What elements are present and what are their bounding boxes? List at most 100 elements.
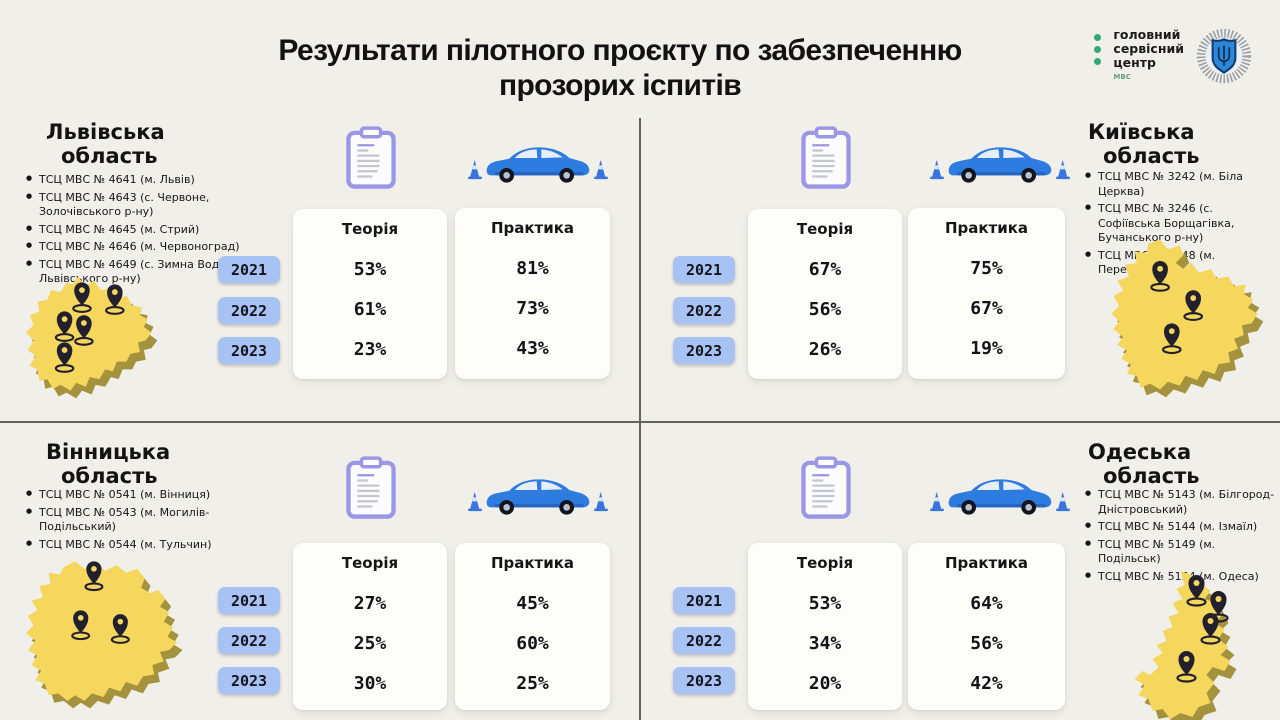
divider-vertical bbox=[639, 118, 641, 720]
value-cell: 27% bbox=[353, 592, 387, 614]
column-header-practice: Практика bbox=[490, 554, 575, 572]
car-with-cones-icon bbox=[930, 147, 1070, 183]
year-badge: 2022 bbox=[218, 297, 280, 324]
region-title: Одеська область bbox=[1088, 440, 1200, 489]
value-cell: 23% bbox=[353, 338, 387, 360]
value-cell: 67% bbox=[808, 258, 842, 280]
value-cell: 56% bbox=[970, 632, 1003, 654]
list-item: ТСЦ МВС № 5143 (м. Білгород-Дністровськи… bbox=[1085, 488, 1275, 517]
theory-card: Теорія 27% 25% 30% bbox=[293, 543, 447, 710]
year-badge: 2021 bbox=[673, 587, 735, 614]
value-cell: 53% bbox=[353, 258, 387, 280]
value-cell: 45% bbox=[516, 592, 549, 614]
logo-text-line3: центр bbox=[1113, 55, 1156, 70]
region-map-lviv bbox=[25, 276, 158, 399]
practice-card: Практика 75% 67% 19% bbox=[908, 208, 1065, 379]
value-cell: 75% bbox=[970, 257, 1003, 279]
column-header-theory: Теорія bbox=[796, 554, 854, 572]
list-item: ТСЦ МВС № 0543 (м. Могилів-Подільський) bbox=[26, 506, 274, 535]
logo-text-line1: головний bbox=[1113, 27, 1181, 42]
region-panel-kyiv: Київська область ТСЦ МВС № 3242 (м. Біла… bbox=[640, 115, 1279, 422]
divider-horizontal bbox=[0, 421, 1280, 423]
police-emblem-icon bbox=[1196, 28, 1252, 84]
theory-card: Теорія 53% 34% 20% bbox=[748, 543, 902, 710]
value-cell: 19% bbox=[970, 337, 1003, 359]
column-header-theory: Теорія bbox=[341, 554, 399, 572]
list-item: ТСЦ МВС № 5149 (м. Подільськ) bbox=[1085, 538, 1275, 567]
region-map-odesa bbox=[1134, 571, 1237, 720]
year-badge: 2022 bbox=[673, 627, 735, 654]
theory-card: Теорія 67% 56% 26% bbox=[748, 209, 902, 379]
practice-card: Практика 45% 60% 25% bbox=[455, 543, 610, 710]
year-badge: 2022 bbox=[218, 627, 280, 654]
value-cell: 73% bbox=[516, 297, 549, 319]
value-cell: 20% bbox=[808, 672, 842, 694]
value-cell: 53% bbox=[808, 592, 842, 614]
traffic-cone-icon bbox=[594, 160, 608, 180]
centers-list: ТСЦ МВС № 5143 (м. Білгород-Дністровськи… bbox=[1085, 488, 1275, 587]
value-cell: 60% bbox=[516, 632, 549, 654]
car-with-cones-icon bbox=[930, 479, 1070, 515]
value-cell: 56% bbox=[808, 298, 842, 320]
year-badge: 2021 bbox=[218, 587, 280, 614]
list-item: ТСЦ МВС № 4643 (с. Червоне, Золочівськог… bbox=[26, 191, 276, 220]
clipboard-icon bbox=[346, 456, 396, 519]
list-item: ТСЦ МВС № 0541 (м. Вінниця) bbox=[26, 488, 274, 503]
centers-list: ТСЦ МВС № 0541 (м. Вінниця) ТСЦ МВС № 05… bbox=[26, 488, 274, 555]
column-header-practice: Практика bbox=[944, 554, 1029, 572]
traffic-cone-icon bbox=[468, 160, 482, 180]
value-cell: 25% bbox=[516, 672, 549, 694]
centers-list: ТСЦ МВС № 4641 (м. Львів) ТСЦ МВС № 4643… bbox=[26, 173, 276, 290]
traffic-cone-icon bbox=[468, 492, 482, 512]
logo-org-label: МВС bbox=[1113, 73, 1131, 81]
traffic-cone-icon bbox=[1056, 492, 1070, 512]
traffic-cone-icon bbox=[930, 160, 944, 180]
list-item: ТСЦ МВС № 5154 (м. Одеса) bbox=[1085, 570, 1275, 585]
column-header-practice: Практика bbox=[490, 219, 575, 237]
list-item: ТСЦ МВС № 3246 (с. Софіївська Борщагівка… bbox=[1085, 202, 1270, 246]
value-cell: 67% bbox=[970, 297, 1003, 319]
logo-dots-icon bbox=[1094, 28, 1102, 65]
value-cell: 43% bbox=[516, 337, 549, 359]
page-title: Результати пілотного проєкту по забезпеч… bbox=[120, 34, 1120, 103]
column-header-practice: Практика bbox=[944, 219, 1029, 237]
list-item: ТСЦ МВС № 4649 (с. Зимна Вода, Львівсько… bbox=[26, 258, 276, 287]
region-map-kyiv bbox=[1111, 239, 1264, 398]
column-header-theory: Теорія bbox=[341, 220, 399, 238]
region-title: Львівська область bbox=[46, 120, 165, 169]
practice-card: Практика 81% 73% 43% bbox=[455, 208, 610, 379]
clipboard-icon bbox=[801, 456, 851, 519]
list-item: ТСЦ МВС № 4645 (м. Стрий) bbox=[26, 223, 276, 238]
year-badge: 2023 bbox=[218, 337, 280, 364]
car-with-cones-icon bbox=[468, 479, 608, 515]
page-title-line2: прозорих іспитів bbox=[498, 68, 742, 102]
value-cell: 30% bbox=[353, 672, 387, 694]
list-item: ТСЦ МВС № 3242 (м. Біла Церква) bbox=[1085, 170, 1270, 199]
value-cell: 64% bbox=[970, 592, 1003, 614]
clipboard-icon bbox=[801, 126, 851, 189]
region-panel-lviv: Львівська область ТСЦ МВС № 4641 (м. Льв… bbox=[0, 115, 639, 422]
car-with-cones-icon bbox=[468, 147, 608, 183]
year-badge: 2023 bbox=[673, 337, 735, 364]
value-cell: 34% bbox=[808, 632, 842, 654]
clipboard-icon bbox=[346, 126, 396, 189]
value-cell: 26% bbox=[808, 338, 842, 360]
column-header-theory: Теорія bbox=[796, 220, 854, 238]
traffic-cone-icon bbox=[930, 492, 944, 512]
practice-card: Практика 64% 56% 42% bbox=[908, 543, 1065, 710]
list-item: ТСЦ МВС № 4641 (м. Львів) bbox=[26, 173, 276, 188]
traffic-cone-icon bbox=[594, 492, 608, 512]
traffic-cone-icon bbox=[1056, 160, 1070, 180]
year-badge: 2021 bbox=[218, 256, 280, 283]
region-map-vinnytsia bbox=[26, 560, 183, 709]
list-item: ТСЦ МВС № 5144 (м. Ізмаїл) bbox=[1085, 520, 1275, 535]
year-badge: 2023 bbox=[218, 667, 280, 694]
value-cell: 81% bbox=[516, 257, 549, 279]
logo: головний сервісний центр МВС bbox=[1094, 28, 1252, 84]
year-badge: 2023 bbox=[673, 667, 735, 694]
logo-text-line2: сервісний bbox=[1113, 41, 1184, 56]
value-cell: 42% bbox=[970, 672, 1003, 694]
theory-card: Теорія 53% 61% 23% bbox=[293, 209, 447, 379]
region-title: Київська область bbox=[1088, 120, 1200, 169]
page-title-line1: Результати пілотного проєкту по забезпеч… bbox=[278, 34, 962, 67]
